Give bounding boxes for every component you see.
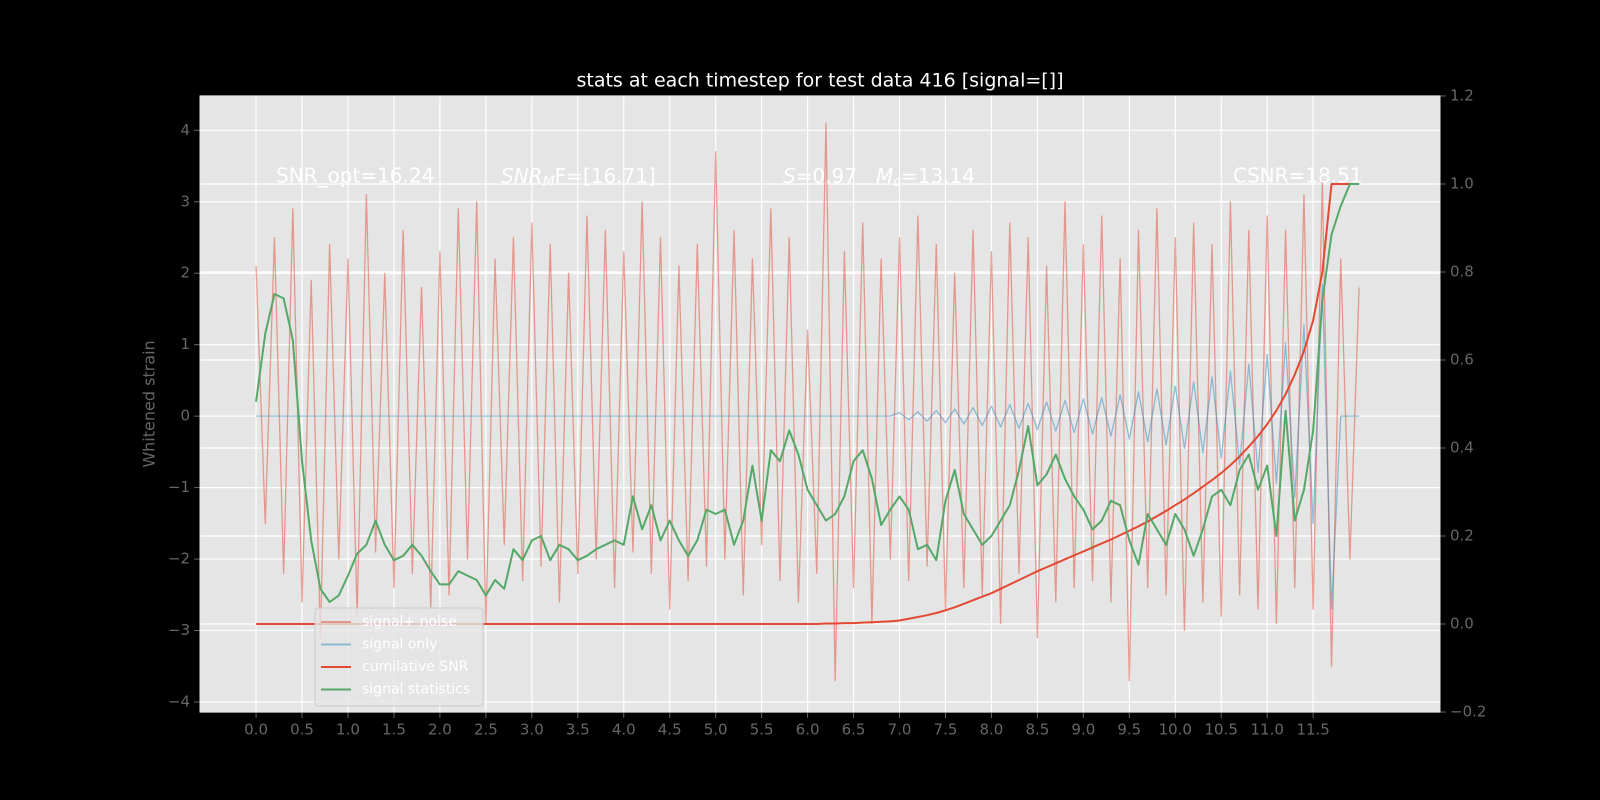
x-tick-label: 10.0 [1159, 721, 1192, 739]
x-tick-label: 7.5 [934, 721, 958, 739]
axes-frame [199, 95, 1441, 713]
annotation-part: M [876, 164, 893, 188]
legend-label: cumilative SNR [362, 659, 469, 675]
x-tick-label: 2.5 [474, 721, 498, 739]
y-tick-label: −1 [168, 478, 190, 496]
annotation: S=0.97 [783, 164, 857, 188]
x-tick-label: 9.5 [1117, 721, 1141, 739]
x-tick-label: 3.5 [566, 721, 590, 739]
axes: 0.0 0.5 1.0 1.5 2.0 2.5 3.0 3.5 4.0 4.5 5.0 5.5 6.0 6… [168, 87, 1487, 739]
y-tick-label: 4 [180, 121, 190, 139]
y-tick-label: −3 [168, 621, 190, 639]
x-tick-label: 5.5 [750, 721, 774, 739]
annotation-part: =0.97 [796, 164, 857, 188]
legend-label: signal statistics [362, 682, 470, 698]
legend-label: signal+ noise [362, 614, 457, 630]
x-tick-label: 2.0 [428, 721, 452, 739]
y-tick-label: 0 [180, 407, 190, 425]
x-tick-label: 0.0 [244, 721, 268, 739]
annotation-part: S [783, 164, 796, 188]
annotation-part: SNR [501, 164, 543, 188]
x-tick-label: 6.0 [796, 721, 820, 739]
x-tick-label: 5.0 [704, 721, 728, 739]
x-tick-label: 1.5 [382, 721, 406, 739]
x-tick-label: 8.5 [1025, 721, 1049, 739]
y-tick-label: 2 [180, 264, 190, 282]
annotation-sub: c [893, 174, 901, 190]
annotation-part: =13.14 [901, 164, 975, 188]
x-tick-label: 7.0 [888, 721, 912, 739]
x-tick-label: 11.5 [1296, 721, 1329, 739]
y2-tick-label: 0.8 [1450, 263, 1474, 281]
y2-tick-label: 1.0 [1450, 175, 1474, 193]
y-tick-label: −4 [168, 692, 190, 710]
y2-tick-label: 0.6 [1450, 351, 1474, 369]
y2-tick-label: −0.2 [1450, 703, 1486, 721]
x-tick-label: 10.5 [1205, 721, 1238, 739]
legend: signal+ noise signal only cumilative SNR si… [314, 607, 484, 707]
y-axis-label: Whitened strain [140, 340, 159, 467]
x-tick-label: 8.0 [980, 721, 1004, 739]
x-tick-label: 1.0 [336, 721, 360, 739]
annotation: Mc=13.14 [876, 164, 975, 191]
y-tick-label: 1 [180, 335, 190, 353]
annotation-sub: M [543, 174, 555, 190]
annotation: CSNR=18.51 [1233, 164, 1363, 188]
legend-label: signal only [362, 637, 437, 653]
y2-tick-label: 0.2 [1450, 527, 1474, 545]
x-tick-label: 3.0 [520, 721, 544, 739]
series-line [256, 283, 1360, 610]
y-tick-label: −2 [168, 550, 190, 568]
y2-tick-label: 0.0 [1450, 615, 1474, 633]
x-tick-label: 6.5 [842, 721, 866, 739]
x-tick-label: 0.5 [290, 721, 314, 739]
x-tick-label: 4.0 [612, 721, 636, 739]
x-tick-label: 11.0 [1250, 721, 1283, 739]
chart-title: stats at each timestep for test data 416… [576, 70, 1063, 92]
series-line [255, 122, 1360, 682]
series-line [255, 183, 1360, 603]
y2-tick-label: 1.2 [1450, 87, 1474, 105]
legend-box [314, 607, 484, 707]
y2-tick-label: 0.4 [1450, 439, 1474, 457]
x-tick-label: 4.5 [658, 721, 682, 739]
x-tick-label: 9.0 [1071, 721, 1095, 739]
annotation: SNR_opt=16.24 [276, 164, 434, 188]
annotation-part: F=[16.71] [555, 164, 656, 188]
y-tick-label: 3 [180, 192, 190, 210]
annotation: SNRMF=[16.71] [501, 164, 656, 191]
